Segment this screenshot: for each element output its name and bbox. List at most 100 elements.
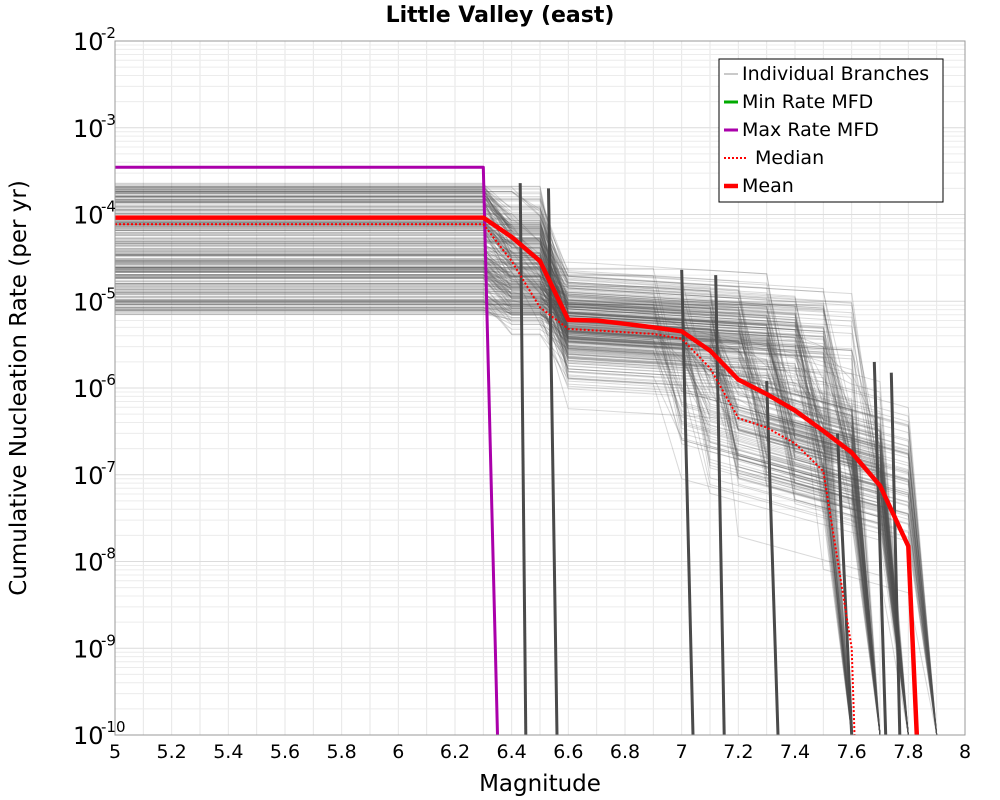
branch-line [115, 191, 881, 736]
branch-line [115, 189, 938, 736]
branch-line [115, 274, 909, 736]
x-tick-label: 7 [676, 741, 688, 763]
branch-line [115, 281, 853, 736]
branch-line [115, 277, 853, 736]
branch-line [115, 261, 881, 736]
branch-line [115, 206, 881, 736]
branch-line [115, 202, 881, 736]
branch-line [115, 232, 938, 736]
branch-line [115, 201, 909, 736]
y-tick-label: 10-4 [73, 198, 116, 230]
branch-line [115, 263, 909, 736]
branch-line [115, 301, 909, 736]
branch-line [115, 274, 881, 736]
branch-line [115, 187, 909, 736]
branch-line [115, 309, 881, 736]
y-tick-exponent: -2 [101, 24, 116, 42]
branch-line [115, 190, 938, 736]
branch-line [115, 190, 881, 736]
branch-drop-line [872, 361, 888, 736]
branch-line [115, 304, 881, 736]
branch-line [115, 243, 938, 736]
branch-line [115, 193, 938, 736]
branch-line [115, 260, 938, 736]
branch-line [115, 189, 909, 736]
branch-line [115, 276, 909, 736]
branch-line [115, 267, 881, 736]
x-tick-label: 7.6 [837, 741, 867, 763]
y-tick-label: 10-5 [73, 284, 116, 316]
y-tick-base: 10 [73, 115, 104, 143]
y-tick-base: 10 [73, 288, 104, 316]
x-tick-label: 6.4 [497, 741, 527, 763]
branch-line [115, 293, 853, 736]
branch-line [115, 258, 909, 736]
branch-line [115, 248, 881, 736]
y-tick-base: 10 [73, 28, 104, 56]
branch-line [115, 280, 909, 736]
branch-drop-line [765, 381, 780, 736]
branch-line [115, 276, 909, 736]
branch-line [115, 283, 853, 736]
branch-line [115, 277, 853, 736]
branch-line [115, 286, 909, 736]
x-tick-label: 5.8 [327, 741, 357, 763]
branch-line [115, 251, 881, 736]
branch-line [115, 257, 938, 736]
branch-line [115, 266, 853, 736]
branch-line [115, 243, 938, 736]
branch-line [115, 253, 909, 736]
branch-line [115, 250, 909, 736]
x-tick-label: 7.4 [780, 741, 810, 763]
branch-line [115, 307, 938, 736]
branch-line [115, 269, 909, 736]
branch-line [115, 197, 909, 736]
branch-line [115, 251, 881, 736]
branch-line [115, 188, 938, 736]
branch-line [115, 263, 909, 736]
branch-line [115, 198, 938, 736]
branch-drop-line [889, 372, 902, 736]
branch-line [115, 190, 909, 736]
branch-line [115, 267, 909, 736]
branch-line [115, 277, 909, 736]
branch-line [115, 188, 909, 736]
branch-line [115, 301, 909, 736]
branch-line [115, 308, 909, 736]
branch-line [115, 295, 909, 736]
branch-line [115, 199, 881, 736]
branch-line [115, 195, 938, 736]
branch-line [115, 254, 938, 736]
x-tick-label: 6.8 [610, 741, 640, 763]
branch-line [115, 199, 909, 736]
branch-line [115, 240, 909, 736]
branch-line [115, 298, 909, 736]
branch-line [115, 270, 881, 736]
branch-line [115, 244, 938, 736]
branch-line [115, 254, 909, 736]
branch-line [115, 186, 881, 736]
branch-line [115, 209, 881, 736]
branch-line [115, 267, 909, 736]
branch-line [115, 311, 909, 736]
branch-line [115, 301, 938, 736]
branch-line [115, 270, 881, 736]
branch-line [115, 270, 853, 736]
branch-line [115, 230, 909, 736]
branch-line [115, 310, 909, 736]
branch-line [115, 254, 881, 736]
branch-line [115, 238, 909, 736]
branch-line [115, 301, 938, 736]
branch-line [115, 255, 938, 736]
branch-line [115, 297, 909, 736]
branch-line [115, 306, 881, 736]
branch-line [115, 304, 853, 736]
branch-line [115, 261, 881, 736]
branch-line [115, 285, 881, 736]
legend-label: Mean [742, 175, 794, 197]
branch-line [115, 242, 853, 736]
branch-line [115, 288, 881, 736]
branch-line [115, 182, 938, 736]
branch-line [115, 197, 909, 736]
